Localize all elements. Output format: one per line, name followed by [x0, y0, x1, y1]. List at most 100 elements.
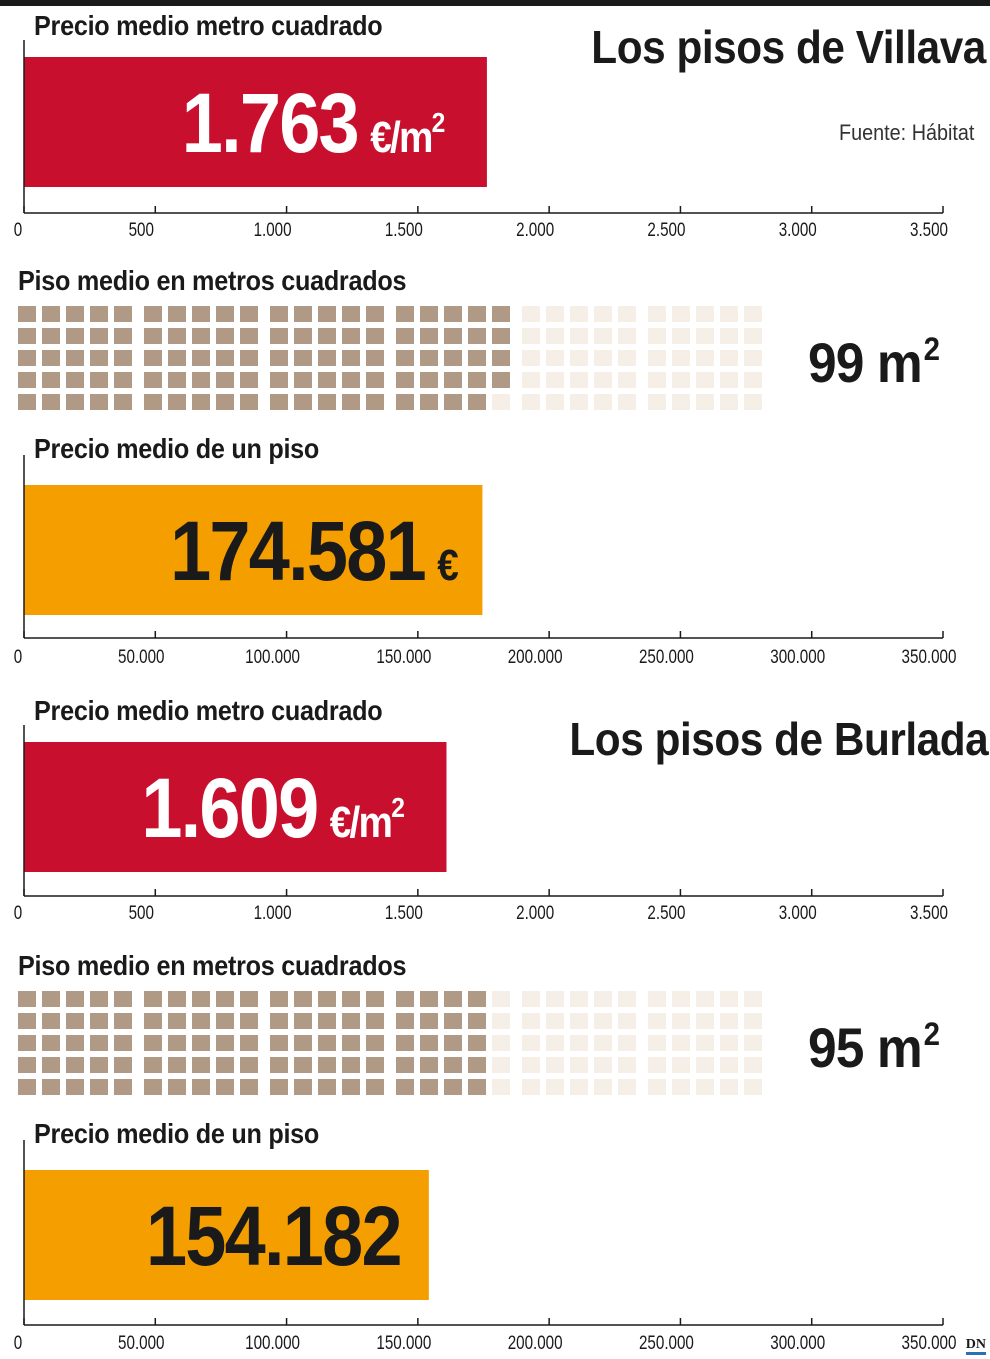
x-tick-label: 0	[14, 645, 22, 667]
label-burlada-price: Precio medio de un piso	[34, 1118, 320, 1149]
waffle-cell-empty	[696, 328, 714, 344]
x-tick-label: 50.000	[118, 645, 164, 667]
waffle-cell-filled	[366, 1057, 384, 1073]
waffle-cell-filled	[492, 306, 510, 322]
waffle-cell-empty	[594, 306, 612, 322]
waffle-cell-empty	[546, 1035, 564, 1051]
waffle-cell-filled	[342, 306, 360, 322]
waffle-cell-empty	[618, 1035, 636, 1051]
waffle-cell-empty	[594, 328, 612, 344]
waffle-cell-filled	[270, 350, 288, 366]
waffle-cell-filled	[144, 1079, 162, 1095]
waffle-cell-filled	[444, 394, 462, 410]
waffle-cell-filled	[492, 350, 510, 366]
waffle-cell-filled	[270, 328, 288, 344]
waffle-cell-empty	[696, 306, 714, 322]
waffle-cell-filled	[90, 350, 108, 366]
label-villava-size: Piso medio en metros cuadrados	[18, 265, 407, 296]
value-burlada-size: 95 m2	[808, 1015, 940, 1080]
waffle-cell-filled	[18, 1035, 36, 1051]
waffle-cell-filled	[396, 306, 414, 322]
waffle-cell-empty	[546, 350, 564, 366]
waffle-cell-filled	[18, 350, 36, 366]
dn-logo: DN	[965, 1338, 986, 1355]
waffle-cell-empty	[696, 991, 714, 1007]
waffle-cell-empty	[672, 350, 690, 366]
waffle-cell-filled	[366, 394, 384, 410]
waffle-cell-filled	[240, 306, 258, 322]
waffle-cell-filled	[114, 372, 132, 388]
waffle-cell-filled	[240, 1013, 258, 1029]
waffle-cell-empty	[720, 991, 738, 1007]
x-tick-label: 0	[14, 901, 22, 923]
x-tick-label: 300.000	[770, 645, 825, 667]
waffle-cell-filled	[90, 1035, 108, 1051]
waffle-cell-filled	[396, 1057, 414, 1073]
waffle-cell-filled	[318, 991, 336, 1007]
heading-villava: Los pisos de Villava	[591, 21, 986, 73]
waffle-cell-filled	[294, 394, 312, 410]
waffle-cell-filled	[318, 350, 336, 366]
waffle-cell-filled	[396, 991, 414, 1007]
waffle-cell-filled	[18, 1079, 36, 1095]
waffle-cell-empty	[720, 1035, 738, 1051]
waffle-cell-filled	[192, 394, 210, 410]
value-burlada-size-text: 95 m	[808, 1016, 923, 1079]
waffle-cell-empty	[618, 394, 636, 410]
waffle-cell-filled	[240, 350, 258, 366]
waffle-cell-filled	[114, 1013, 132, 1029]
waffle-cell-filled	[444, 328, 462, 344]
waffle-cell-filled	[396, 350, 414, 366]
waffle-cell-filled	[318, 1057, 336, 1073]
waffle-cell-filled	[240, 394, 258, 410]
waffle-cell-filled	[444, 306, 462, 322]
waffle-cell-filled	[420, 350, 438, 366]
waffle-cell-empty	[546, 1013, 564, 1029]
waffle-cell-filled	[366, 328, 384, 344]
waffle-cell-filled	[216, 350, 234, 366]
svg-text:1.609€/m2: 1.609 €/m2	[141, 761, 404, 855]
x-tick-label: 1.000	[254, 901, 292, 923]
waffle-cell-empty	[648, 991, 666, 1007]
waffle-cell-empty	[696, 1057, 714, 1073]
waffle-cell-filled	[396, 1079, 414, 1095]
x-tick-label: 2.000	[516, 218, 554, 240]
waffle-burlada-size	[18, 991, 762, 1095]
waffle-cell-empty	[522, 372, 540, 388]
chart-burlada-price-m2: 0 500 1.000 1.500 2.000 2.500 3.000 3.500 1.609 €…	[14, 725, 948, 923]
x-tick-label: 250.000	[639, 645, 694, 667]
waffle-cell-empty	[594, 372, 612, 388]
waffle-cell-filled	[90, 328, 108, 344]
waffle-cell-filled	[468, 306, 486, 322]
waffle-cell-filled	[90, 372, 108, 388]
waffle-cell-empty	[648, 1013, 666, 1029]
value-villava-size: 99 m2	[808, 330, 940, 395]
waffle-cell-empty	[546, 1057, 564, 1073]
waffle-cell-filled	[42, 372, 60, 388]
waffle-cell-filled	[468, 991, 486, 1007]
bar-burlada	[24, 742, 447, 872]
waffle-cell-empty	[696, 1013, 714, 1029]
waffle-cell-filled	[192, 1013, 210, 1029]
waffle-cell-filled	[90, 1057, 108, 1073]
waffle-cell-empty	[672, 1057, 690, 1073]
waffle-cell-filled	[192, 306, 210, 322]
waffle-cell-empty	[744, 1079, 762, 1095]
waffle-cell-filled	[468, 372, 486, 388]
waffle-villava-size	[18, 306, 762, 410]
waffle-cell-filled	[342, 350, 360, 366]
waffle-cell-filled	[444, 1013, 462, 1029]
waffle-cell-empty	[744, 394, 762, 410]
waffle-cell-filled	[42, 394, 60, 410]
waffle-cell-filled	[18, 394, 36, 410]
x-tick-label: 200.000	[508, 1331, 563, 1353]
value-villava-size-sup: 2	[923, 331, 940, 367]
waffle-cell-filled	[240, 372, 258, 388]
waffle-cell-filled	[270, 1057, 288, 1073]
waffle-cell-filled	[318, 394, 336, 410]
waffle-cell-filled	[294, 306, 312, 322]
waffle-cell-empty	[546, 1079, 564, 1095]
bar-value-label: 1.763 €/m2	[182, 76, 447, 170]
waffle-cell-filled	[42, 306, 60, 322]
waffle-cell-empty	[570, 350, 588, 366]
